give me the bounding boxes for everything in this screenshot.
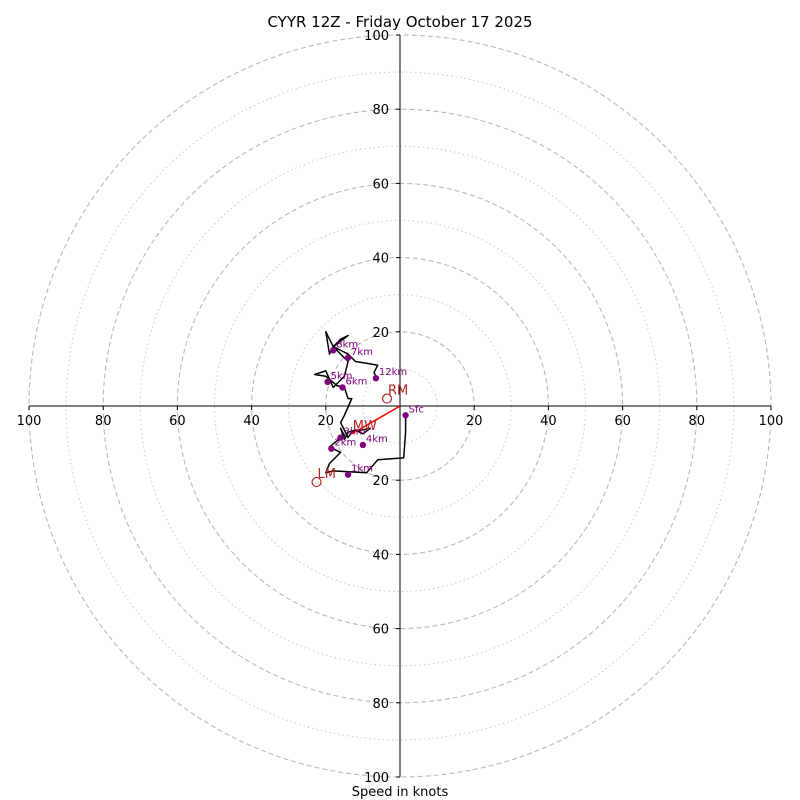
x-tick-label: 20 — [466, 414, 483, 429]
x-tick-label: 100 — [759, 414, 784, 429]
x-tick-label: 80 — [689, 414, 706, 429]
height-marker — [328, 445, 335, 452]
y-tick-label: 20 — [372, 326, 389, 341]
x-tick-label: 100 — [17, 414, 42, 429]
storm-motion-marker — [381, 393, 393, 404]
y-tick-label: 100 — [364, 771, 389, 786]
height-marker-label: 3km — [344, 427, 366, 438]
height-marker-label: 6km — [345, 376, 367, 387]
height-marker — [359, 441, 367, 449]
storm-motion-marker — [311, 476, 322, 488]
storm-motion-label: LM — [318, 467, 336, 482]
y-tick-label: 80 — [372, 697, 389, 712]
y-tick-label: 80 — [372, 103, 389, 118]
height-marker — [339, 384, 346, 391]
height-marker-label: 1km — [351, 464, 373, 475]
hodograph-line — [313, 331, 407, 474]
chart-title: CYYR 12Z - Friday October 17 2025 — [267, 13, 532, 31]
y-tick-label: 40 — [372, 252, 389, 267]
x-axis-label: Speed in knots — [352, 785, 449, 800]
height-marker-label: 7km — [351, 347, 373, 358]
tick-marks: 100 80 60 40 20 20 40 60 80 100 100 80 60 40 20 20 40 60 8… — [17, 29, 784, 786]
x-tick-label: 40 — [243, 414, 260, 429]
height-marker-label: 12km — [379, 367, 407, 378]
y-tick-label: 60 — [372, 177, 389, 192]
height-marker-label: Sfc — [409, 404, 424, 415]
height-marker — [372, 374, 380, 382]
y-tick-label: 100 — [364, 29, 389, 44]
height-marker — [402, 412, 409, 419]
mean-wind-vector — [351, 405, 401, 435]
storm-motion-label: RM — [388, 384, 408, 399]
storm-motion-markers: RM LM MW — [311, 384, 408, 488]
height-marker — [337, 434, 344, 441]
height-marker-label: 5km — [331, 371, 353, 382]
y-tick-label: 20 — [372, 474, 389, 489]
x-tick-label: 20 — [318, 414, 335, 429]
height-marker — [344, 471, 352, 478]
height-marker-label: 8km — [336, 339, 358, 350]
x-tick-label: 80 — [95, 414, 112, 429]
hodograph-trace — [313, 331, 407, 474]
y-tick-label: 40 — [372, 548, 389, 563]
x-tick-label: 60 — [614, 414, 631, 429]
x-tick-label: 60 — [169, 414, 186, 429]
height-marker — [324, 378, 331, 386]
height-marker — [344, 354, 352, 361]
height-marker — [330, 347, 337, 354]
height-marker-label: 2km — [334, 438, 356, 449]
height-marker-label: 4km — [366, 434, 388, 445]
y-tick-label: 60 — [372, 623, 389, 638]
storm-motion-label: MW — [353, 419, 377, 434]
x-tick-label: 40 — [540, 414, 557, 429]
